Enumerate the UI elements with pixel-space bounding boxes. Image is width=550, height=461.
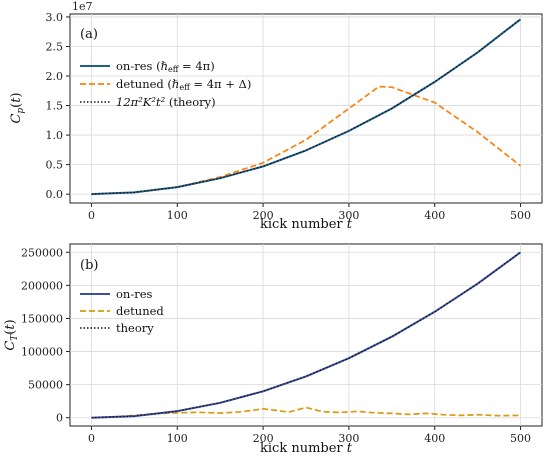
panel-a-grid — [70, 14, 542, 203]
x-tick-label: 500 — [510, 209, 531, 222]
panel-b-y-axis-label: CT(t) — [3, 319, 20, 350]
panel-a-lines — [91, 18, 522, 196]
x-tick-label: 300 — [338, 209, 359, 222]
y-tick-label: 0.5 — [46, 159, 64, 172]
x-tick-label: 0 — [88, 209, 95, 222]
panel-b-grid — [70, 244, 542, 426]
panel-a-x-ticks: 0 100 200 300 400 500 — [88, 203, 531, 222]
series-line-solid — [91, 251, 522, 419]
panel-a: 0 100 200 300 400 500 0.0 0.5 1.0 1.5 2.0 2.5 3.0 1… — [9, 0, 543, 232]
panel-b-y-ticks: 0 50000 100000 150000 200000 250000 — [21, 246, 70, 425]
legend-theory-label: 12π²K²t² (theory) — [116, 95, 216, 109]
y-tick-label: 1.5 — [46, 100, 64, 113]
panel-a-x-axis-label: kick number t — [260, 217, 353, 232]
y-tick-label: 0 — [56, 412, 63, 425]
x-tick-label: 400 — [424, 432, 445, 445]
panel-b-x-axis-label: kick number t — [260, 441, 353, 456]
x-tick-label: 100 — [167, 209, 188, 222]
x-tick-label: 200 — [253, 209, 274, 222]
panel-b-x-ticks: 0 100 200 300 400 500 — [88, 426, 531, 445]
panel-a-y-axis-label: Cp(t) — [9, 92, 26, 123]
panel-b: 0 100 200 300 400 500 0 50000 100000 150000 20000… — [3, 243, 543, 456]
x-tick-label: 300 — [338, 432, 359, 445]
series-line-dashed — [91, 85, 522, 195]
legend-b-on-res-label: on-res — [116, 287, 153, 301]
legend-b-detuned-label: detuned — [116, 304, 164, 318]
x-tick-label: 200 — [253, 432, 274, 445]
series-line-solid — [91, 18, 522, 196]
panel-b-frame — [69, 243, 543, 427]
legend-on-res-label: on-res (ℏeff = 4π) — [116, 59, 215, 74]
panel-a-offset-text: 1e7 — [72, 0, 93, 13]
panel-a-y-ticks: 0.0 0.5 1.0 1.5 2.0 2.5 3.0 — [46, 11, 70, 201]
x-tick-label: 100 — [167, 432, 188, 445]
y-tick-label: 50000 — [28, 379, 63, 392]
x-tick-label: 0 — [88, 432, 95, 445]
panel-b-lines — [91, 251, 522, 419]
panel-a-legend: on-res (ℏeff = 4π) detuned (ℏeff = 4π + … — [80, 59, 251, 109]
panel-a-label: (a) — [80, 27, 98, 42]
panel-b-label: (b) — [80, 258, 98, 273]
y-tick-label: 1.0 — [46, 129, 64, 142]
y-tick-label: 100000 — [21, 346, 63, 359]
panel-a-frame — [69, 13, 543, 204]
legend-b-theory-label: theory — [116, 321, 154, 335]
y-tick-label: 2.5 — [46, 40, 64, 53]
x-tick-label: 400 — [424, 209, 445, 222]
y-tick-label: 150000 — [21, 312, 63, 325]
series-line-dashed — [91, 406, 521, 419]
x-tick-label: 500 — [510, 432, 531, 445]
panel-b-legend: on-res detuned theory — [80, 287, 164, 335]
legend-detuned-label: detuned (ℏeff = 4π + Δ) — [116, 77, 251, 92]
y-tick-label: 3.0 — [46, 11, 64, 24]
y-tick-label: 0.0 — [46, 188, 64, 201]
y-tick-label: 250000 — [21, 246, 63, 259]
y-tick-label: 200000 — [21, 279, 63, 292]
y-tick-label: 2.0 — [46, 70, 64, 83]
